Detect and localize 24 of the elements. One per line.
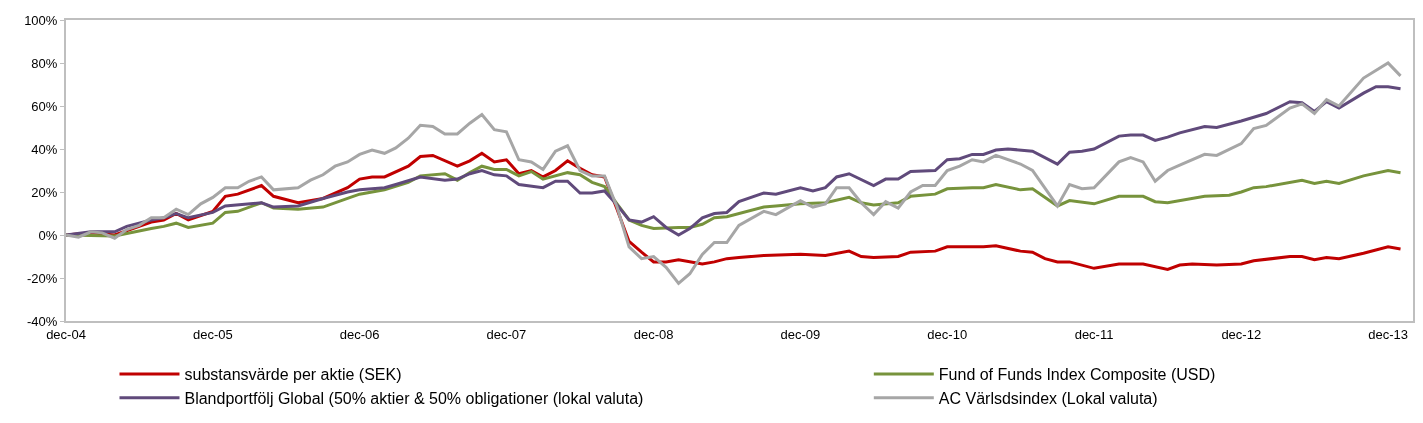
legend-label: Fund of Funds Index Composite (USD) xyxy=(938,366,1216,384)
line-series xyxy=(66,85,1403,237)
x-tick-label: dec-08 xyxy=(633,326,674,342)
x-tick-label: dec-12 xyxy=(1221,326,1262,342)
x-tick-label: dec-10 xyxy=(927,326,968,342)
x-tick-label: dec-07 xyxy=(486,326,527,342)
x-tick-label: dec-06 xyxy=(339,326,380,342)
legend-label: Blandportfölj Global (50% aktier & 50% obligationer (lokal valuta) xyxy=(184,390,644,408)
line-series xyxy=(66,61,1403,285)
x-tick-label: dec-05 xyxy=(192,326,233,342)
legend-label: substansvärde per aktie (SEK) xyxy=(184,366,402,384)
y-tick-label: -20% xyxy=(27,270,58,286)
x-tick-label: dec-04 xyxy=(46,326,86,342)
y-tick-label: 40% xyxy=(31,141,58,157)
y-tick-label: 60% xyxy=(31,98,58,114)
legend-label: AC Värlsdsindex (Lokal valuta) xyxy=(938,390,1158,408)
y-tick-label: 20% xyxy=(31,184,58,200)
y-tick-label: -40% xyxy=(27,313,58,329)
y-tick-label: 0% xyxy=(38,227,58,243)
y-tick-label: 100% xyxy=(24,12,58,28)
x-tick-label: dec-09 xyxy=(780,326,821,342)
x-tick-label: dec-11 xyxy=(1074,326,1114,342)
y-tick-label: 80% xyxy=(31,55,58,71)
x-tick-label: dec-13 xyxy=(1368,326,1408,342)
